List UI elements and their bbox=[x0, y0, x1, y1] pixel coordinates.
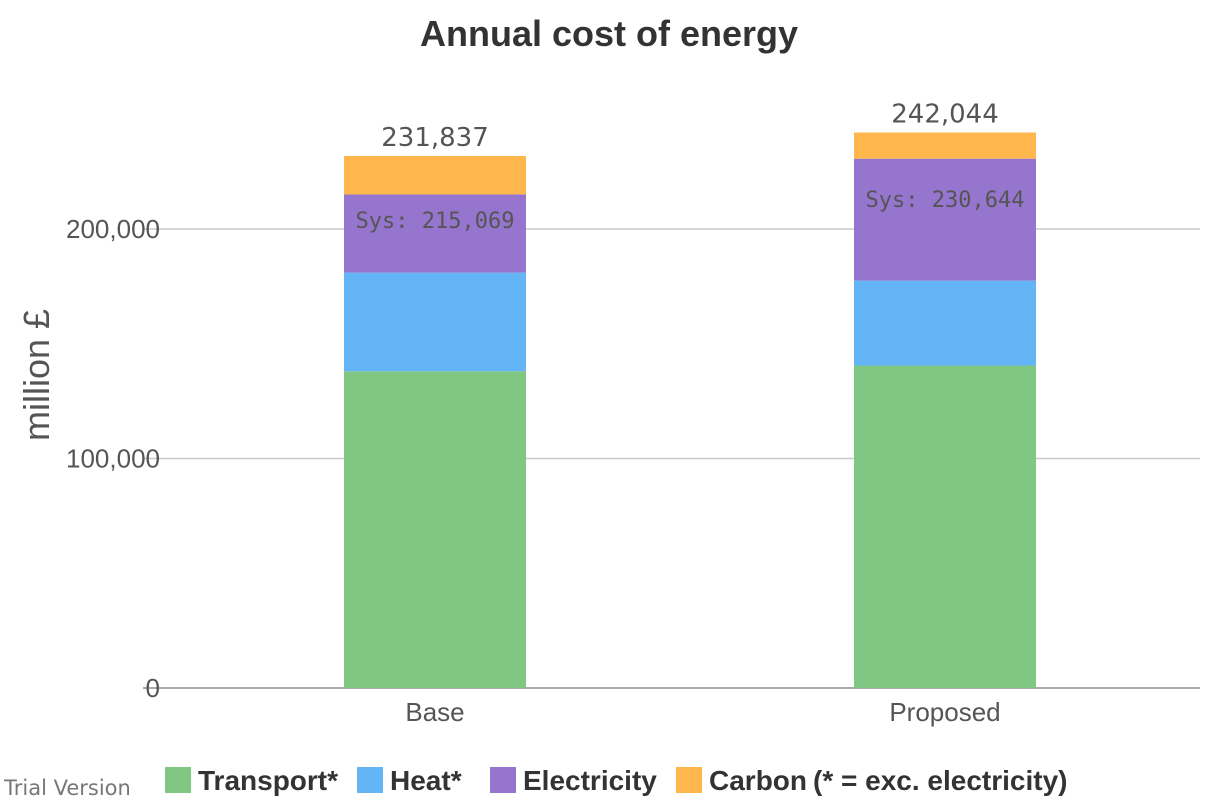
bar-segment-transport bbox=[854, 365, 1036, 688]
x-tick-label: Proposed bbox=[889, 697, 1000, 727]
x-tick-label: Base bbox=[405, 697, 464, 727]
y-tick-label: 100,000 bbox=[66, 444, 160, 474]
y-tick-label: 200,000 bbox=[66, 214, 160, 244]
bar-segment-electricity bbox=[854, 158, 1036, 281]
bar-segment-transport bbox=[344, 371, 526, 688]
bar-segment-heat bbox=[854, 280, 1036, 366]
bar-segment-electricity bbox=[344, 194, 526, 273]
y-axis-label: million £ bbox=[16, 309, 57, 441]
legend-note: (* = exc. electricity) bbox=[813, 765, 1067, 796]
legend-label: Transport* bbox=[198, 765, 338, 796]
sys-annotation: Sys: 215,069 bbox=[356, 209, 515, 234]
bar-segment-heat bbox=[344, 272, 526, 372]
legend-label: Electricity bbox=[523, 765, 657, 796]
legend-swatch bbox=[357, 767, 383, 793]
legend-label: Heat* bbox=[390, 765, 462, 796]
legend-swatch bbox=[490, 767, 516, 793]
y-tick-label: 0 bbox=[146, 673, 160, 703]
bar-segment-carbon bbox=[854, 132, 1036, 159]
legend-swatch bbox=[676, 767, 702, 793]
bar-total-label: 242,044 bbox=[891, 100, 999, 130]
chart-title: Annual cost of energy bbox=[420, 13, 798, 54]
legend-label: Carbon bbox=[709, 765, 807, 796]
watermark-text: Trial Version bbox=[3, 776, 131, 800]
legend-swatch bbox=[165, 767, 191, 793]
bar-segment-carbon bbox=[344, 155, 526, 195]
bar-total-label: 231,837 bbox=[381, 123, 489, 153]
sys-annotation: Sys: 230,644 bbox=[866, 188, 1025, 213]
